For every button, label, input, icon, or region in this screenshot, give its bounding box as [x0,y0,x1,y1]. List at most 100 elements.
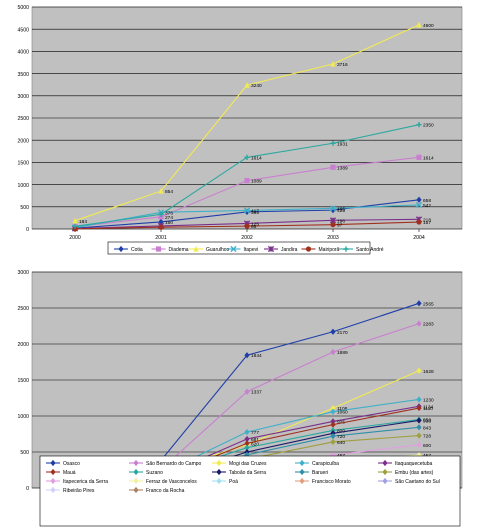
data-point [416,404,422,412]
data-label: 1614 [251,155,262,161]
data-point [330,433,336,440]
data-point [330,418,336,425]
data-label: 3716 [337,62,348,68]
legend [107,241,371,255]
legend-label: Franco da Rocha [146,488,185,494]
legend-label: São Caetano do Sul [395,479,440,485]
data-label: 1889 [337,350,348,356]
y-tick-label: 1500 [17,161,29,167]
data-label: 1337 [251,390,262,396]
data-point [158,187,164,194]
legend-label: Taboão da Serra [229,470,266,476]
series-diadema: 274 1089 1389 1614 [72,154,434,230]
legend-marker [216,459,222,467]
x-tick-label: 2001 [155,235,167,241]
legend-item: Mogi das Cruzes [212,459,267,467]
data-label: 425 [337,208,345,214]
data-label: 1389 [337,165,348,171]
legend-label: Mauá [63,470,76,476]
y-tick-label: 1000 [17,414,29,420]
legend-label: Barueri [312,470,328,476]
y-tick-label: 1000 [17,183,29,189]
data-point [330,60,336,67]
y-tick-label: 500 [20,205,29,211]
data-point [72,223,78,229]
y-tick-label: 1500 [17,378,29,384]
data-label: 1110 [423,406,433,412]
y-tick-label: 3500 [17,72,29,78]
data-point [330,222,336,228]
data-point [244,178,250,184]
legend-label: Mairiporã [319,247,340,253]
legend-item: Embu (das artes) [378,468,434,476]
data-label: 720 [337,434,345,440]
y-tick-label: 4000 [17,50,29,56]
legend-label: Suzano [146,470,163,476]
series-guarulhos: 184 854 3240 3716 4600 [72,21,434,225]
chart-bottom: 0500100015002000250030002000200120022003… [17,270,463,527]
data-point [416,219,422,225]
data-point [330,438,336,446]
data-label: 1060 [337,410,348,416]
legend-marker [155,246,162,252]
legend-label: Poá [229,479,238,485]
data-label: 777 [251,430,259,436]
y-tick-label: 0 [26,486,29,492]
data-point [329,217,337,224]
data-point [416,424,422,431]
data-point [330,328,336,335]
data-point [416,300,422,307]
data-label: 1134 [423,404,434,410]
legend-marker [133,486,139,494]
legend-label: Francisco Morato [312,479,351,485]
data-label: 658 [423,198,431,204]
data-point [416,154,422,160]
x-tick-label: 2002 [241,235,253,241]
legend-marker [299,468,305,476]
data-point [244,388,250,395]
legend-marker [50,459,56,467]
legend-item: Mairiporã [301,246,340,253]
y-tick-label: 3000 [17,94,29,100]
data-point [416,441,422,448]
data-label: 97 [337,223,343,229]
legend-item: Francisco Morato [295,477,351,485]
data-label: 3240 [251,83,262,89]
data-label: 274 [165,215,173,221]
data-label: 125 [251,221,259,227]
data-label: 2350 [423,123,434,129]
data-point [244,352,250,359]
legend-label: Mogi das Cruzes [229,461,267,467]
y-tick-label: 0 [26,227,29,233]
legend-marker [299,459,305,467]
legend-marker [193,245,199,252]
legend-marker [133,459,139,467]
legend-item: Guarulhos [189,245,230,253]
data-point [158,211,164,217]
legend-item: Taboão da Serra [212,468,266,476]
data-label: 950 [423,418,431,424]
legend-label: Jandira [281,247,298,253]
data-point [416,122,422,128]
legend-item: Santo André [339,246,384,253]
legend-label: São Bernardo do Campo [146,461,202,467]
data-label: 542 [423,203,431,209]
legend-item: Carapicuíba [295,459,339,467]
data-point [330,140,336,146]
legend-item: Diadema [151,246,189,253]
legend-item: Cotia [114,245,143,253]
legend-marker [50,477,56,485]
legend-marker [305,246,312,252]
legend-label: Cotia [131,247,143,253]
y-tick-label: 4500 [17,27,29,33]
legend-marker [230,245,237,253]
data-point [416,417,422,424]
data-point [330,348,336,356]
series-mairipor-: 65 97 157 [72,219,431,232]
legend-label: Santo André [356,247,384,253]
data-point [158,218,164,225]
legend-marker [216,468,222,476]
legend-item: Ferraz de Vasconcelos [129,477,197,485]
legend-marker [118,245,124,253]
